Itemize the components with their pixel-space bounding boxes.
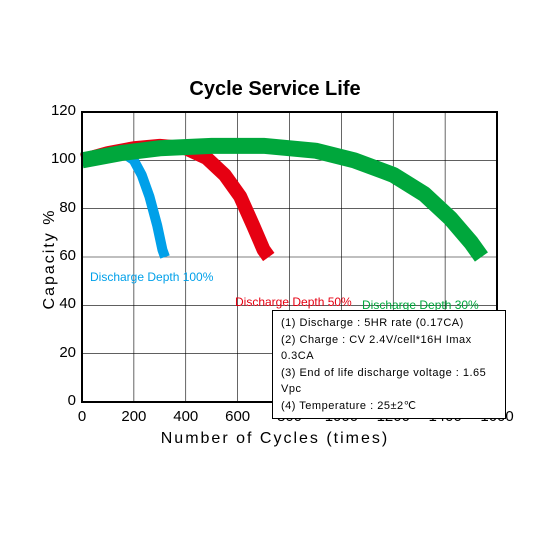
- series-label: Discharge Depth 50%: [235, 295, 352, 309]
- y-tick: 40: [42, 295, 76, 312]
- info-line: (2) Charge : CV 2.4V/cell*16H Imax 0.3CA: [281, 332, 497, 365]
- info-line: (3) End of life discharge voltage : 1.65…: [281, 365, 497, 398]
- y-tick: 120: [42, 102, 76, 119]
- y-tick: 100: [42, 150, 76, 167]
- info-box: (1) Discharge : 5HR rate (0.17CA)(2) Cha…: [272, 310, 506, 419]
- x-tick: 0: [64, 408, 100, 425]
- y-tick: 80: [42, 199, 76, 216]
- series-label: Discharge Depth 100%: [90, 270, 213, 284]
- x-tick: 400: [168, 408, 204, 425]
- x-tick: 200: [116, 408, 152, 425]
- info-line: (1) Discharge : 5HR rate (0.17CA): [281, 315, 497, 332]
- series-discharge-depth-100%: [82, 153, 165, 257]
- info-line: (4) Temperature : 25±2℃: [281, 398, 497, 415]
- y-tick: 20: [42, 344, 76, 361]
- y-tick: 0: [42, 392, 76, 409]
- cycle-life-chart: Cycle Service Life Capacity % Number of …: [0, 0, 550, 550]
- y-tick: 60: [42, 247, 76, 264]
- series-discharge-depth-30%: [82, 146, 481, 257]
- x-tick: 600: [220, 408, 256, 425]
- chart-svg: [0, 0, 550, 550]
